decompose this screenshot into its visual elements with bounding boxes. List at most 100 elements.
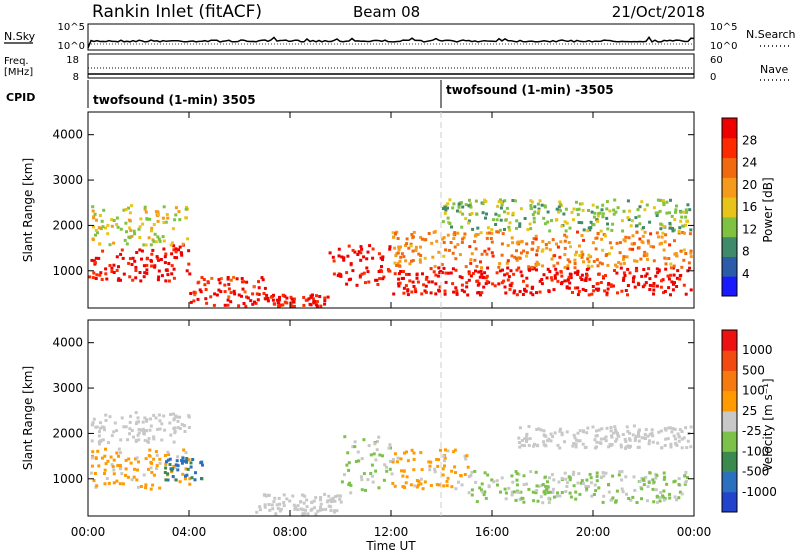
- heatmap-cell: [519, 207, 523, 211]
- heatmap-cell: [601, 212, 605, 216]
- heatmap-cell: [149, 466, 153, 470]
- heatmap-cell: [460, 283, 464, 287]
- heatmap-cell: [554, 267, 558, 271]
- heatmap-cell: [124, 467, 128, 471]
- heatmap-cell: [565, 221, 569, 225]
- heatmap-cell: [534, 237, 538, 241]
- heatmap-cell: [404, 259, 408, 263]
- heatmap-cell: [511, 211, 515, 215]
- heatmap-cell: [674, 208, 678, 212]
- heatmap-cell: [535, 268, 538, 272]
- heatmap-cell: [257, 280, 260, 284]
- heatmap-cell: [570, 210, 574, 214]
- heatmap-cell: [404, 481, 408, 485]
- heatmap-cell: [622, 271, 626, 275]
- heatmap-cell: [648, 471, 652, 475]
- heatmap-cell: [110, 218, 114, 222]
- heatmap-cell: [608, 241, 612, 245]
- heatmap-cell: [662, 291, 665, 295]
- heatmap-cell: [530, 247, 534, 251]
- heatmap-cell: [656, 271, 660, 275]
- heatmap-cell: [128, 275, 132, 279]
- heatmap-cell: [652, 282, 656, 285]
- heatmap-cell: [303, 494, 307, 498]
- colorbar-frame: [721, 329, 738, 513]
- heatmap-cell: [635, 259, 639, 263]
- heatmap-cell: [545, 246, 549, 250]
- heatmap-cell: [342, 256, 346, 260]
- heatmap-cell: [524, 289, 528, 293]
- heatmap-cell: [194, 471, 197, 475]
- heatmap-cell: [464, 217, 468, 221]
- heatmap-cell: [356, 253, 360, 256]
- heatmap-cell: [180, 253, 184, 257]
- heatmap-cell: [128, 211, 132, 215]
- heatmap-cell: [271, 298, 275, 302]
- heatmap-cell: [500, 200, 504, 204]
- heatmap-cell: [460, 483, 464, 487]
- heatmap-cell: [452, 450, 456, 454]
- heatmap-cell: [91, 421, 95, 425]
- heatmap-cell: [97, 464, 101, 468]
- heatmap-cell: [571, 444, 575, 448]
- heatmap-cell: [517, 490, 521, 494]
- heatmap-cell: [604, 439, 608, 443]
- heatmap-cell: [481, 211, 485, 215]
- y-tick-label: 2000: [52, 218, 83, 232]
- heatmap-cell: [185, 457, 189, 460]
- heatmap-cell: [360, 478, 364, 482]
- heatmap-cell: [424, 284, 428, 288]
- heatmap-cell: [680, 265, 684, 269]
- heatmap-cell: [414, 248, 418, 252]
- heatmap-cell: [635, 501, 639, 504]
- heatmap-cell: [655, 284, 659, 288]
- heatmap-cell: [558, 200, 562, 204]
- heatmap-cell: [229, 291, 233, 295]
- heatmap-cell: [95, 484, 99, 488]
- heatmap-cell: [367, 280, 371, 284]
- heatmap-cell: [647, 267, 651, 271]
- heatmap-cell: [103, 428, 106, 432]
- heatmap-cell: [289, 301, 293, 305]
- heatmap-cell: [578, 439, 582, 443]
- heatmap-cell: [605, 293, 609, 297]
- heatmap-cell: [273, 302, 277, 306]
- colorbar-swatch: [722, 216, 737, 238]
- heatmap-cell: [170, 272, 174, 276]
- heatmap-cell: [180, 459, 184, 462]
- heatmap-cell: [490, 240, 494, 244]
- heatmap-cell: [548, 248, 552, 252]
- heatmap-cell: [576, 431, 580, 435]
- heatmap-cell: [565, 481, 569, 485]
- heatmap-cell: [454, 471, 457, 475]
- heatmap-cell: [371, 480, 375, 484]
- heatmap-cell: [644, 475, 648, 479]
- heatmap-cell: [592, 259, 596, 263]
- heatmap-cell: [467, 270, 471, 274]
- colorbar-swatch: [722, 276, 737, 297]
- heatmap-cell: [152, 435, 156, 439]
- heatmap-cell: [589, 476, 593, 480]
- heatmap-cell: [401, 485, 405, 489]
- heatmap-cell: [404, 244, 407, 247]
- heatmap-cell: [155, 464, 159, 468]
- heatmap-cell: [684, 292, 688, 296]
- heatmap-cell: [656, 198, 660, 202]
- heatmap-cell: [290, 297, 294, 301]
- heatmap-cell: [452, 237, 456, 240]
- heatmap-cell: [459, 201, 463, 205]
- nsearch-tick-bottom: 10^0: [710, 41, 737, 52]
- heatmap-cell: [416, 483, 420, 487]
- heatmap-cell: [444, 208, 448, 212]
- heatmap-cell: [157, 275, 161, 279]
- heatmap-cell: [110, 270, 114, 273]
- heatmap-cell: [92, 479, 96, 482]
- heatmap-cell: [546, 485, 550, 489]
- heatmap-cell: [453, 245, 457, 249]
- heatmap-cell: [568, 491, 572, 495]
- heatmap-cell: [584, 276, 588, 280]
- heatmap-cell: [546, 480, 549, 484]
- heatmap-cell: [173, 431, 177, 435]
- heatmap-cell: [504, 218, 508, 222]
